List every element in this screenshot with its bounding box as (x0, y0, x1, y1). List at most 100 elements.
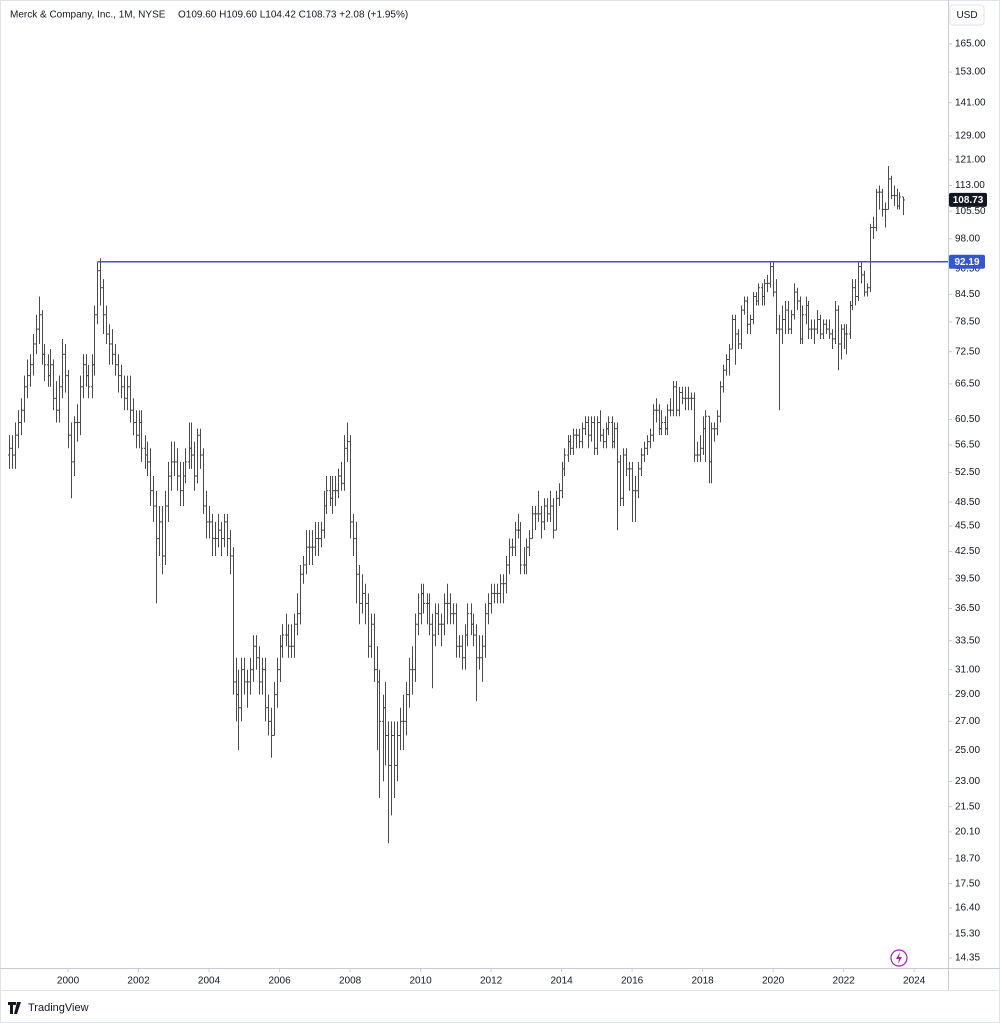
ohlc-bar (117, 354, 120, 393)
ohlc-bar (317, 521, 320, 556)
ohlc-bar (149, 448, 152, 506)
ohlc-bar (261, 657, 264, 695)
ohlc-bar (540, 505, 543, 539)
ohlc-bar (581, 422, 584, 449)
ohlc-bar (646, 435, 649, 456)
ohlc-bar (49, 349, 52, 387)
ohlc-bar (828, 319, 831, 339)
ohlc-bar (399, 707, 402, 751)
y-tick-label: 78.50 (955, 317, 980, 328)
ohlc-bar (179, 461, 182, 506)
ohlc-bar (229, 530, 232, 575)
currency[interactable]: USD (956, 10, 977, 21)
y-tick-label: 29.00 (955, 689, 980, 700)
ohlc-bar (681, 386, 684, 405)
x-tick-label: 2018 (692, 976, 715, 987)
ohlc-bar (370, 613, 373, 658)
ohlc-bar (531, 505, 534, 540)
ohlc-bar (334, 476, 337, 506)
ohlc-bar (417, 593, 420, 636)
x-tick-label: 2000 (57, 976, 80, 987)
ohlc-bar (505, 555, 508, 594)
ohlc-bar (602, 428, 605, 449)
ohlc-bar (599, 410, 602, 442)
ohlc-bar (649, 428, 652, 449)
header-values: O109.60 H109.60 L104.42 C108.73 +2.08 (+… (178, 10, 408, 21)
ohlc-bar (584, 416, 587, 436)
y-tick-label: 72.50 (955, 346, 980, 357)
ohlc-bar (613, 422, 616, 449)
y-tick-label: 45.50 (955, 521, 980, 532)
ohlc-bar (854, 279, 857, 306)
ohlc-bar (320, 521, 323, 548)
x-tick-label: 2024 (903, 976, 926, 987)
y-tick-label: 14.35 (955, 953, 980, 964)
plot: 165.00 153.00 141.00 129.00 121.00 113.00 105.… (8, 38, 987, 987)
ohlc-bar (120, 364, 123, 399)
x-tick-label: 2006 (268, 976, 291, 987)
ohlc-bar (270, 707, 273, 758)
y-tick-label: 165.00 (955, 38, 986, 49)
ohlc-bar (496, 583, 499, 604)
ohlc-bar (837, 305, 840, 371)
ohlc-bar (831, 329, 834, 350)
ohlc-bar (190, 422, 193, 469)
ohlc-bar (857, 262, 860, 301)
ohlc-bar (499, 574, 502, 604)
ohlc-bar (757, 283, 760, 306)
ohlc-bar (346, 422, 349, 462)
ohlc-bar (749, 314, 752, 334)
ohlc-bar (405, 681, 408, 736)
ohlc-bar (52, 359, 55, 411)
ohlc-bar (790, 310, 793, 334)
ohlc-bar (199, 428, 202, 469)
ohlc-bar (146, 441, 149, 477)
ohlc-bar (437, 603, 440, 636)
y-tick-label: 66.50 (955, 379, 980, 390)
ohlc-bar (411, 646, 414, 695)
ohlc-bar (76, 404, 79, 442)
ohlc-bar (634, 476, 637, 522)
ohlc-bar (616, 422, 619, 531)
ohlc-bar (87, 364, 90, 399)
ohlc-bar (173, 441, 176, 477)
ohlc-bar (325, 476, 328, 514)
last-price-label: 108.73 (953, 195, 984, 206)
currency-box[interactable] (949, 4, 985, 26)
ohlc-bar (666, 404, 669, 436)
ohlc-bar (558, 483, 561, 506)
ohlc-bar (787, 301, 790, 334)
ohlc-bar (99, 258, 102, 306)
ohlc-bar (752, 292, 755, 325)
ohlc-bar (555, 490, 558, 531)
ohlc-bar (384, 681, 387, 766)
ohlc-bar (355, 521, 358, 604)
ohlc-bar (502, 574, 505, 604)
y-tick-label: 90.50 (955, 263, 980, 274)
ohlc-bar (299, 564, 302, 625)
ohlc-bar (237, 669, 240, 751)
ohlc-bar (587, 416, 590, 449)
ohlc-bar (699, 435, 702, 462)
ohlc-bar (884, 202, 887, 228)
ohlc-bar (778, 314, 781, 411)
ohlc-bar (898, 192, 901, 210)
ohlc-bar (64, 343, 67, 393)
ohlc-bar (834, 301, 837, 344)
y-tick-label: 36.50 (955, 603, 980, 614)
ohlc-bar (740, 305, 743, 350)
y-tick-label: 98.00 (955, 233, 980, 244)
ohlc-bar (737, 329, 740, 350)
ohlc-bar (493, 583, 496, 604)
y-tick-label: 23.00 (955, 776, 980, 787)
ohlc-bar (70, 422, 73, 499)
ohlc-bar (887, 166, 890, 210)
hline-label: 92.19 (954, 257, 979, 268)
ohlc-bar (810, 319, 813, 339)
ohlc-bar (440, 613, 443, 647)
brand-logo (8, 1002, 21, 1014)
ohlc-bar (135, 410, 138, 449)
ohlc-bar (590, 416, 593, 442)
ohlc-bar (93, 305, 96, 376)
